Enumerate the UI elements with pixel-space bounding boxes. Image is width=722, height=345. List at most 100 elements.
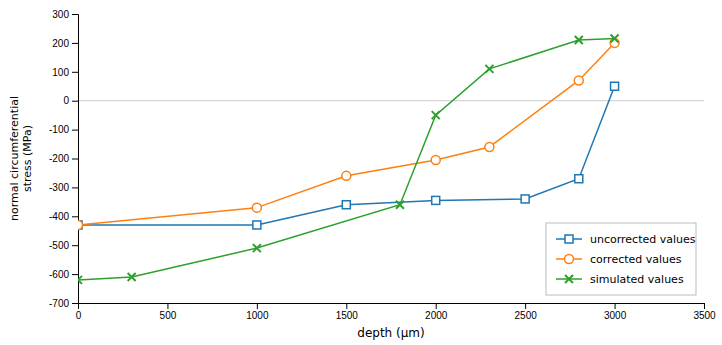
x-tick: 2500: [515, 303, 538, 321]
y-axis-title-line: normal circumferential: [8, 96, 21, 221]
marker-shape: [432, 111, 440, 119]
y-tick: -100: [49, 124, 78, 135]
x-axis-line: [79, 304, 705, 310]
marker-shape: [575, 36, 583, 44]
marker-shape: [78, 220, 83, 229]
y-axis-title: normal circumferentialstress (MPa): [8, 96, 34, 221]
y-tick: 100: [52, 67, 78, 78]
series-line: [78, 39, 615, 280]
point: [432, 196, 440, 204]
y-tick-mark: [72, 303, 78, 304]
y-tick: 300: [52, 9, 78, 20]
legend-marker: [565, 235, 573, 243]
point: [128, 273, 136, 281]
x-axis: 0 500 1000 1500 2000 2500 3000 3500: [76, 303, 716, 321]
marker-shape: [575, 175, 583, 183]
point: [611, 82, 619, 90]
y-tick-mark: [72, 14, 78, 15]
marker-shape: [396, 201, 404, 209]
legend-item: uncorrected values: [556, 233, 696, 246]
y-tick-mark: [72, 43, 78, 44]
marker-shape: [342, 171, 351, 180]
marker-shape: [565, 235, 573, 243]
y-axis-title-line: stress (MPa): [21, 125, 34, 192]
x-tick-mark: [167, 303, 168, 309]
marker-shape: [611, 35, 619, 43]
y-tick: -600: [49, 269, 78, 280]
y-tick-mark: [72, 216, 78, 217]
x-tick-mark: [615, 303, 616, 309]
legend-marker: [565, 255, 574, 264]
x-tick-label: 0: [76, 310, 82, 321]
x-tick-label: 1500: [336, 310, 359, 321]
y-tick: 200: [52, 38, 78, 49]
series-line: [78, 86, 615, 225]
y-tick: 0: [63, 95, 78, 106]
legend-box: [546, 223, 696, 295]
marker-shape: [565, 255, 574, 264]
x-tick-label: 1000: [246, 310, 269, 321]
x-tick-label: 2000: [425, 310, 448, 321]
legend-item: corrected values: [556, 253, 682, 266]
y-tick-label: 100: [52, 67, 69, 78]
y-tick-label: -100: [49, 124, 69, 135]
y-tick-label: -400: [49, 211, 69, 222]
y-tick: -700: [49, 298, 78, 309]
legend-marker: [565, 275, 573, 283]
x-tick-mark: [525, 303, 526, 309]
marker-shape: [485, 65, 493, 73]
x-tick-mark: [436, 303, 437, 309]
x-tick-label: 500: [160, 310, 177, 321]
point: [575, 36, 583, 44]
legend-label: corrected values: [590, 253, 682, 266]
legend: uncorrected values corrected values simula…: [546, 223, 696, 295]
marker-shape: [78, 276, 82, 284]
point: [78, 276, 82, 284]
x-tick: 2000: [425, 303, 448, 321]
point: [253, 221, 261, 229]
y-tick-label: 0: [63, 95, 69, 106]
chart: 0500100015002000250030003500-700-600-500…: [0, 0, 722, 345]
y-tick-mark: [72, 245, 78, 246]
x-tick: 500: [160, 303, 177, 321]
y-tick-label: 200: [52, 38, 69, 49]
point: [253, 244, 261, 252]
y-tick-mark: [72, 101, 78, 102]
marker-shape: [574, 76, 583, 85]
y-tick-mark: [72, 187, 78, 188]
point: [485, 65, 493, 73]
y-tick-mark: [72, 274, 78, 275]
marker-shape: [128, 273, 136, 281]
marker-shape: [611, 82, 619, 90]
legend-label: simulated values: [590, 273, 684, 286]
marker-shape: [253, 244, 261, 252]
y-tick: -300: [49, 182, 78, 193]
point: [78, 221, 82, 229]
x-tick: 1500: [336, 303, 359, 321]
y-tick: -200: [49, 153, 78, 164]
point: [611, 35, 619, 43]
marker-shape: [432, 196, 440, 204]
x-tick-mark: [257, 303, 258, 309]
y-tick-label: -600: [49, 269, 69, 280]
point: [575, 175, 583, 183]
point: [342, 201, 350, 209]
point: [432, 111, 440, 119]
point: [252, 203, 261, 212]
point: [574, 76, 583, 85]
marker-shape: [485, 142, 494, 151]
y-tick-label: -700: [49, 298, 69, 309]
x-tick: 3000: [604, 303, 627, 321]
marker-shape: [252, 203, 261, 212]
point: [485, 142, 494, 151]
point: [431, 155, 440, 164]
point: [342, 171, 351, 180]
x-tick-mark: [346, 303, 347, 309]
series-line: [78, 43, 615, 225]
zero-line: [78, 100, 704, 101]
marker-shape: [521, 195, 529, 203]
legend-item: simulated values: [556, 273, 684, 286]
x-tick-label: 3500: [693, 310, 716, 321]
marker-shape: [431, 155, 440, 164]
x-tick-label: 2500: [515, 310, 538, 321]
